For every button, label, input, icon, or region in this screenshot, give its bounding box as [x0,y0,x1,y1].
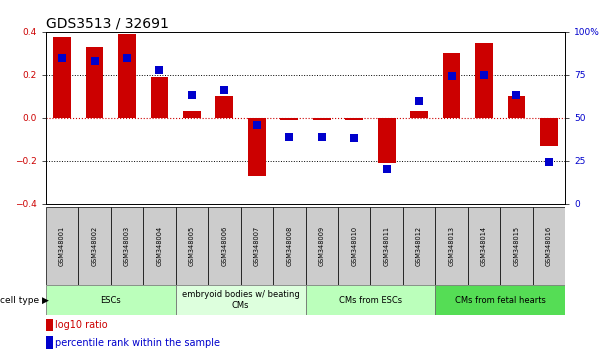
Point [447,74,456,79]
Bar [46,319,53,331]
Bar [508,96,525,118]
Text: cell type ▶: cell type ▶ [0,296,49,304]
Text: CMs from fetal hearts: CMs from fetal hearts [455,296,546,304]
Bar [150,77,169,118]
Point [479,72,489,78]
Text: GSM348016: GSM348016 [546,226,552,266]
Point [284,134,294,139]
Bar [111,207,143,285]
Bar [306,285,435,315]
Point [414,98,424,103]
Bar [176,207,208,285]
Bar [183,111,201,118]
Text: GSM348013: GSM348013 [448,226,455,266]
Bar [241,207,273,285]
Bar [468,207,500,285]
Text: GDS3513 / 32691: GDS3513 / 32691 [46,17,169,31]
Bar [176,285,306,315]
Point [511,92,521,98]
Bar [533,207,565,285]
Text: GSM348003: GSM348003 [124,226,130,266]
Bar [313,118,331,120]
Text: GSM348001: GSM348001 [59,226,65,266]
Point [57,55,67,61]
Text: embryoid bodies w/ beating
CMs: embryoid bodies w/ beating CMs [181,290,299,310]
Bar [410,111,428,118]
Bar [436,207,468,285]
Point [219,87,229,93]
Point [349,136,359,141]
Bar [46,207,78,285]
Bar [306,207,338,285]
Text: GSM348002: GSM348002 [92,226,98,266]
Text: GSM348014: GSM348014 [481,226,487,266]
Bar [118,34,136,118]
Bar [475,42,493,118]
Bar [216,96,233,118]
Bar [338,207,370,285]
Point [544,160,554,165]
Bar [345,118,363,120]
Bar [273,207,306,285]
Bar [143,207,176,285]
Bar [46,285,176,315]
Text: ESCs: ESCs [100,296,121,304]
Text: GSM348015: GSM348015 [513,226,519,266]
Point [90,58,100,64]
Bar [78,207,111,285]
Point [122,55,132,61]
Text: GSM348007: GSM348007 [254,226,260,266]
Bar [86,47,103,118]
Point [187,92,197,98]
Bar [280,118,298,120]
Point [317,134,327,139]
Text: GSM348008: GSM348008 [287,226,292,266]
Text: log10 ratio: log10 ratio [55,320,108,330]
Bar [436,285,565,315]
Bar [442,53,461,118]
Bar [248,118,266,176]
Bar [370,207,403,285]
Text: GSM348010: GSM348010 [351,226,357,266]
Text: GSM348006: GSM348006 [221,226,227,266]
Text: GSM348009: GSM348009 [319,226,324,266]
Point [382,166,392,172]
Text: GSM348004: GSM348004 [156,226,163,266]
Bar [540,118,558,145]
Text: GSM348005: GSM348005 [189,226,195,266]
Bar [500,207,533,285]
Text: GSM348012: GSM348012 [416,226,422,266]
Bar [378,118,395,163]
Bar [208,207,241,285]
Text: CMs from ESCs: CMs from ESCs [339,296,402,304]
Text: percentile rank within the sample: percentile rank within the sample [55,338,220,348]
Text: GSM348011: GSM348011 [384,226,390,266]
Point [155,67,164,73]
Bar [46,336,53,349]
Bar [403,207,436,285]
Bar [53,37,71,118]
Point [252,122,262,127]
